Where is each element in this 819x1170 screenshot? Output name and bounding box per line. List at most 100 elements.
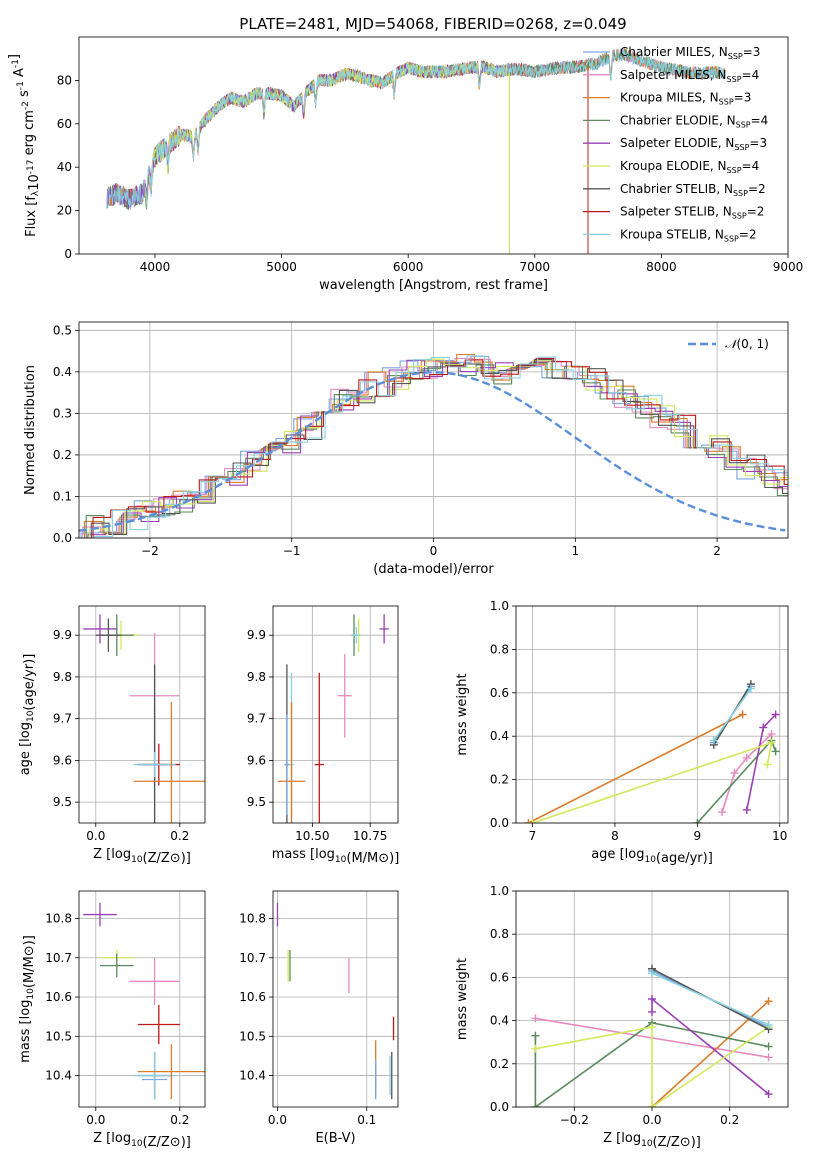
weight-marker [767,738,776,747]
gaussian-curve [79,371,786,532]
weight-marker [531,1031,540,1040]
tick-label-x: 0.2 [720,1113,739,1127]
y-axis-label: mass weight [455,958,470,1040]
data-point [100,953,134,978]
plot-area [79,353,788,538]
axes: −2 −1 0 1 2 0.0 0.1 0.2 0.3 0.4 0.5 [53,321,789,558]
axes-frame [515,890,789,1108]
tick-label-y: 80 [57,73,72,87]
axes: 4000 5000 6000 7000 8000 9000 0 20 40 60 80 [57,36,803,274]
legend-label: Chabrier ELODIE, NSSP=4 [620,113,768,129]
weight-marker [759,723,768,732]
axes-frame [78,321,789,539]
weight-marker [648,1103,656,1107]
tick-label-y: 9.9 [247,628,266,642]
data-point [379,614,389,644]
axes-frame [78,890,206,1108]
tick-label-x: 0.0 [86,1113,105,1127]
weight-marker [531,1044,540,1053]
tick-label-y: 9.6 [53,753,72,767]
legend-label: Salpeter ELODIE, NSSP=3 [620,136,767,152]
tick-label-x: 2 [713,544,721,558]
x-axis-label: (data-model)/error [373,562,494,577]
tick-label-x: 0.2 [170,829,189,843]
weight-marker [746,684,755,693]
weight-marker [648,995,656,1003]
tick-label-y: 0.3 [53,406,72,420]
mass-vs-z-panel: 0.0 0.2 10.4 10.5 10.6 10.7 10.8 Z [log10(Z/Z⊙)… [18,890,206,1150]
tick-label-y: 10.4 [45,1069,72,1083]
tick-label-y: 0.1 [53,489,72,503]
weight-line [528,713,744,823]
weight-line [713,688,752,741]
tick-label-y: 10.7 [45,951,72,965]
tick-label-x: 4000 [140,260,171,274]
plot-area [106,48,726,254]
weight-line [532,741,773,823]
weight-marker [531,1014,540,1023]
weight-marker [763,760,772,769]
data-point [133,701,205,823]
x-axis-label: mass [log10(M/M⊙)] [272,847,400,866]
legend-label: Kroupa STELIB, NSSP=2 [620,227,757,243]
data-point [137,1004,180,1045]
weight-line [696,738,777,823]
plot-area [83,902,205,1100]
tick-label-y: 0.6 [490,970,509,984]
legend-label: 𝒩(0, 1) [725,337,769,351]
axes-frame [78,36,789,255]
y-axis-label: mass [log10(M/M⊙)] [18,935,37,1063]
axes-frame [78,605,206,824]
spectrum-line [106,61,510,210]
histogram-step [79,359,788,538]
data-point [95,618,121,652]
data-point [284,714,290,815]
tick-label-y: 9.6 [247,753,266,767]
tick-label-y: 20 [57,204,72,218]
x-axis-label: Z [log10(Z/Z⊙)] [93,1131,191,1150]
weight-marker [648,1023,656,1032]
legend: 𝒩(0, 1) [688,337,769,351]
weight-marker [771,710,780,719]
tick-label-y: 0.0 [53,531,72,545]
weight-marker [764,1090,773,1099]
weight-marker [764,997,773,1006]
spectrum-line [106,49,725,209]
weight-vs-z-panel: −0.2 0.0 0.2 0.0 0.2 0.4 0.6 0.8 1.0 Z [log10(Z/Z… [455,884,789,1150]
residuals-panel: −2 −1 0 1 2 0.0 0.1 0.2 0.3 0.4 0.5 𝒩(0, 1) (data-mo… [23,321,789,577]
tick-label-y: 10.7 [239,951,266,965]
weight-line [534,1021,769,1107]
age-vs-mass-panel: 10.50 10.75 9.5 9.6 9.7 9.8 9.9 mass [log10(M/M… [247,605,400,866]
tick-label-x: 0.2 [170,1113,189,1127]
weight-marker [764,1042,773,1051]
data-point [133,1052,176,1100]
weight-marker [531,1103,540,1107]
tick-label-x: 8000 [646,260,677,274]
axes: 0.0 0.2 10.4 10.5 10.6 10.7 10.8 [45,890,206,1127]
tick-label-y: 0.2 [53,448,72,462]
grid-lines [273,891,398,1107]
weight-vs-age-panel: 7 8 9 10 0.0 0.2 0.4 0.6 0.8 1.0 age [log10(age/yr… [455,599,789,866]
data-point [314,672,324,823]
axes-frame [515,605,789,824]
tick-label-y: 10.8 [239,911,266,925]
weight-line [651,997,770,1095]
tick-label-x: 7000 [520,260,551,274]
tick-label-x: 8 [611,829,619,843]
tick-label-y: 40 [57,160,72,174]
grid-lines [79,606,205,823]
weight-marker [742,805,751,814]
plot-area [83,614,205,823]
tick-label-y: 0.8 [490,927,509,941]
plot-area [531,964,773,1107]
tick-label-y: 10.6 [239,990,266,1004]
tick-label-x: 0.0 [642,1113,661,1127]
tick-label-x: 0.0 [86,829,105,843]
weight-marker [528,819,537,823]
tick-label-y: 9.7 [247,712,266,726]
weight-marker [524,819,533,823]
data-point [83,614,117,644]
weight-marker [648,969,656,978]
tick-label-y: 9.8 [53,670,72,684]
